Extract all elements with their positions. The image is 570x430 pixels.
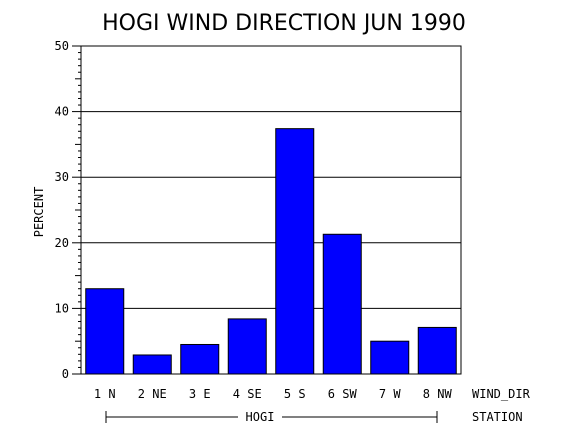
x-tick-labels: 1 N 2 NE 3 E 4 SE 5 S 6 SW 7 W 8 NW xyxy=(94,387,453,401)
group-axis-label: STATION xyxy=(472,410,523,424)
x-tick-label: 3 E xyxy=(189,387,211,401)
y-tick-label: 20 xyxy=(55,236,69,250)
chart-title: HOGI WIND DIRECTION JUN 1990 xyxy=(102,11,466,36)
group-bracket xyxy=(105,411,438,423)
bar-8-nw xyxy=(417,326,457,375)
bar-7-w xyxy=(370,340,410,375)
y-axis: 0 10 20 30 40 50 xyxy=(55,39,81,381)
x-tick-label: 5 S xyxy=(284,387,306,401)
bars xyxy=(85,128,457,375)
bar-4-se xyxy=(227,318,267,375)
x-tick-label: 8 NW xyxy=(423,387,453,401)
x-tick-label: 6 SW xyxy=(328,387,358,401)
bar-1-n xyxy=(85,288,125,375)
x-tick-label: 7 W xyxy=(379,387,401,401)
y-tick-label: 30 xyxy=(55,170,69,184)
y-tick-label: 0 xyxy=(62,367,69,381)
bar-3-e xyxy=(180,343,220,375)
bar-5-s xyxy=(275,128,315,375)
bar-6-sw xyxy=(322,233,362,375)
x-tick-label: 1 N xyxy=(94,387,116,401)
x-axis-label: WIND_DIR xyxy=(472,387,531,401)
bar-2-ne xyxy=(132,354,172,375)
y-tick-label: 10 xyxy=(55,301,69,315)
plot-frame xyxy=(80,45,462,375)
grid-lines xyxy=(81,45,461,309)
y-axis-label: PERCENT xyxy=(32,187,46,238)
x-tick-label: 2 NE xyxy=(138,387,167,401)
group-label: HOGI xyxy=(246,410,275,424)
x-tick-label: 4 SE xyxy=(233,387,262,401)
y-tick-label: 40 xyxy=(55,105,69,119)
y-tick-label: 50 xyxy=(55,39,69,53)
